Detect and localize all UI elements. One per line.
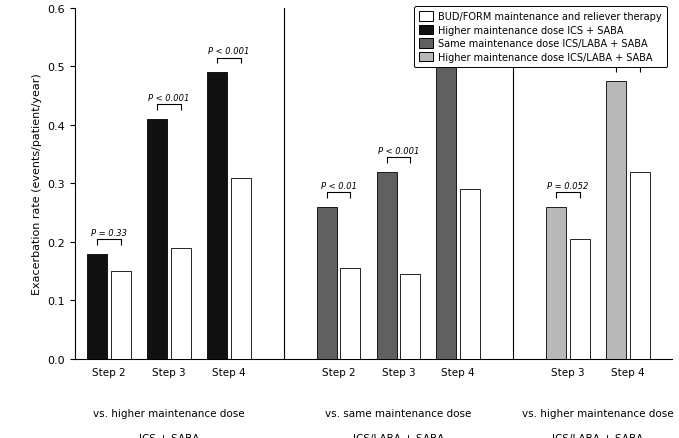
Bar	[546, 207, 566, 359]
Bar	[629, 172, 650, 359]
Bar	[111, 272, 131, 359]
Text: ICS + SABA: ICS + SABA	[139, 433, 199, 438]
Text: P < 0.001: P < 0.001	[378, 146, 419, 155]
Legend: BUD/FORM maintenance and reliever therapy, Higher maintenance dose ICS + SABA, S: BUD/FORM maintenance and reliever therap…	[414, 7, 667, 68]
Bar	[400, 275, 420, 359]
Bar	[231, 178, 251, 359]
Text: vs. higher maintenance dose: vs. higher maintenance dose	[522, 408, 674, 418]
Text: ICS/LABA + SABA: ICS/LABA + SABA	[353, 433, 444, 438]
Bar	[437, 47, 456, 359]
Y-axis label: Exacerbation rate (events/patient/year): Exacerbation rate (events/patient/year)	[32, 73, 41, 295]
Text: P = 0.052: P = 0.052	[547, 181, 589, 191]
Bar	[147, 120, 167, 359]
Bar	[340, 268, 361, 359]
Text: vs. higher maintenance dose: vs. higher maintenance dose	[93, 408, 245, 418]
Bar	[606, 82, 626, 359]
Bar	[317, 207, 337, 359]
Bar	[460, 190, 480, 359]
Bar	[88, 254, 107, 359]
Text: P = 0.33: P = 0.33	[91, 228, 127, 237]
Bar	[377, 172, 397, 359]
Text: P < 0.001: P < 0.001	[607, 56, 648, 65]
Text: vs. same maintenance dose: vs. same maintenance dose	[325, 408, 472, 418]
Text: P < 0.001: P < 0.001	[148, 94, 189, 103]
Text: ICS/LABA + SABA: ICS/LABA + SABA	[552, 433, 644, 438]
Bar	[171, 248, 191, 359]
Text: P < 0.001: P < 0.001	[208, 47, 249, 56]
Text: P < 0.001: P < 0.001	[437, 21, 479, 30]
Bar	[570, 240, 589, 359]
Bar	[207, 73, 227, 359]
Text: P < 0.01: P < 0.01	[320, 181, 356, 191]
